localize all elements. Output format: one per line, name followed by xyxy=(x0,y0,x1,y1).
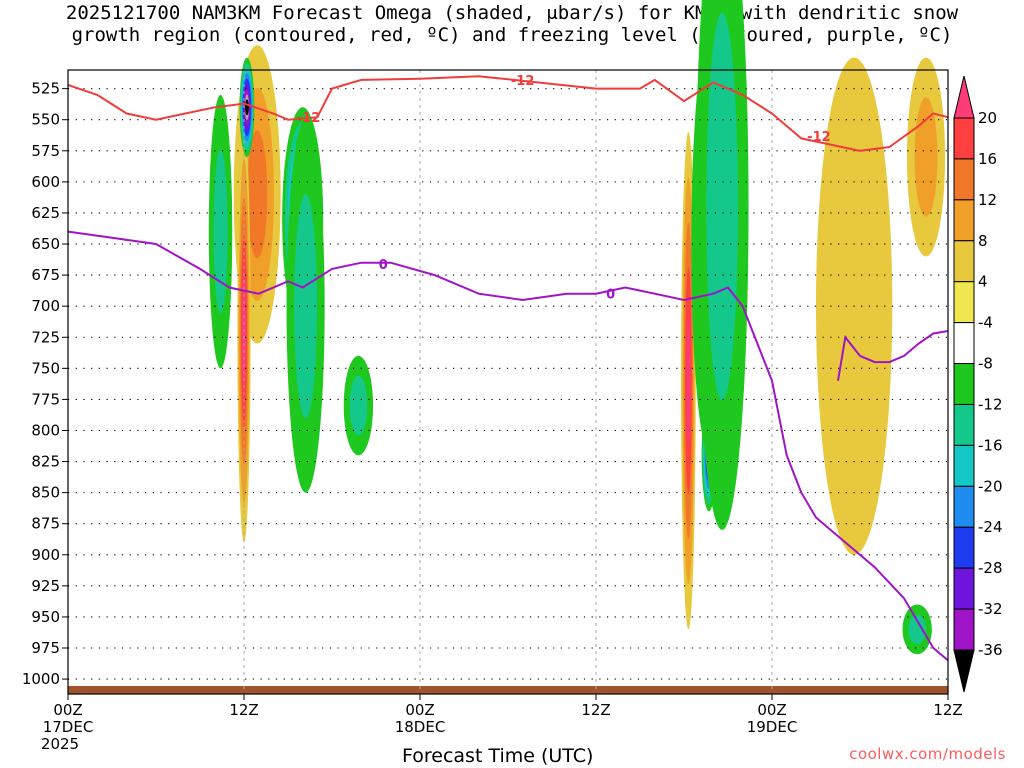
omega-blob-7-shell-1 xyxy=(349,375,368,436)
colorbar-band-2 xyxy=(953,199,975,242)
colorbar-bottom-arrow xyxy=(953,649,975,693)
colorbar-label-1: 16 xyxy=(978,150,997,168)
x-tick-label-2: 00Z xyxy=(405,701,434,719)
colorbar-band-4 xyxy=(953,281,975,324)
colorbar-band-9 xyxy=(953,485,975,528)
x-tick-label-0: 00Z xyxy=(53,701,82,719)
colorbar-label-3: 8 xyxy=(978,232,988,250)
colorbar-band-1 xyxy=(953,158,975,201)
y-tick-label-550: 550 xyxy=(31,111,60,129)
y-tick-label-800: 800 xyxy=(31,421,60,439)
x-tick-date-4: 19DEC xyxy=(747,718,798,736)
x-axis-label: Forecast Time (UTC) xyxy=(402,745,594,767)
colorbar-band-5 xyxy=(953,322,975,365)
colorbar: 20 16 12 8 4 -4 -8 -12 -16 -20 -24 -28 -32 -36 xyxy=(953,75,1003,693)
colorbar-band-10 xyxy=(953,526,975,569)
x-tick-year-0: 2025 xyxy=(41,735,79,753)
freezing-level-contour-line xyxy=(67,230,949,662)
plot-area xyxy=(68,0,948,694)
credit-text: coolwx.com/models xyxy=(849,745,1006,763)
y-tick-label-575: 575 xyxy=(31,142,60,160)
x-tick-date-0: 17DEC xyxy=(43,718,94,736)
colorbar-label-12: -32 xyxy=(978,600,1003,618)
colorbar-label-10: -24 xyxy=(978,518,1003,536)
colorbar-label-11: -28 xyxy=(978,559,1003,577)
colorbar-band-8 xyxy=(953,444,975,487)
dgz-contour-line xyxy=(67,75,949,152)
colorbar-band-12 xyxy=(953,608,975,651)
y-tick-label-650: 650 xyxy=(31,235,60,253)
y-tick-label-925: 925 xyxy=(31,577,60,595)
dgz-label-1: -12 xyxy=(511,74,535,89)
colorbar-label-6: -8 xyxy=(978,355,993,373)
omega-blob-2-shell-8 xyxy=(244,99,249,116)
colorbar-band-3 xyxy=(953,240,975,283)
freezing-label-1: 0 xyxy=(379,258,388,273)
colorbar-band-11 xyxy=(953,567,975,610)
colorbar-top-arrow xyxy=(953,75,975,119)
colorbar-band-0 xyxy=(953,117,975,160)
y-tick-label-750: 750 xyxy=(31,359,60,377)
colorbar-label-13: -36 xyxy=(978,641,1003,659)
omega-blob-8-shell-4 xyxy=(686,312,691,449)
axes: 525 550 575 600 625 650 675 700 725 750 775 800 825 8… xyxy=(22,69,963,753)
x-tick-label-5: 12Z xyxy=(933,701,962,719)
y-tick-label-625: 625 xyxy=(31,204,60,222)
y-tick-label-900: 900 xyxy=(31,546,60,564)
y-tick-label-700: 700 xyxy=(31,297,60,315)
colorbar-label-0: 20 xyxy=(978,109,997,127)
colorbar-label-4: 4 xyxy=(978,273,988,291)
y-tick-label-1000: 1000 xyxy=(22,670,60,688)
ground-strip xyxy=(68,686,948,694)
x-tick-date-2: 18DEC xyxy=(395,718,446,736)
dgz-label-2: -12 xyxy=(297,111,321,126)
omega-blob-14-shell-1 xyxy=(908,614,926,645)
y-tick-label-725: 725 xyxy=(31,328,60,346)
colorbar-label-9: -20 xyxy=(978,477,1003,495)
colorbar-band-6 xyxy=(953,363,975,405)
freezing-label-2: 0 xyxy=(606,288,615,303)
y-tick-label-975: 975 xyxy=(31,639,60,657)
y-tick-label-950: 950 xyxy=(31,608,60,626)
dgz-label-3: -12 xyxy=(807,130,831,145)
x-tick-label-1: 12Z xyxy=(229,701,258,719)
x-tick-label-4: 00Z xyxy=(757,701,786,719)
colorbar-band-7 xyxy=(953,403,975,446)
plot-frame xyxy=(67,69,949,695)
omega-blob-6-shell-1 xyxy=(213,149,228,314)
colorbar-label-7: -12 xyxy=(978,395,1003,413)
y-tick-label-875: 875 xyxy=(31,515,60,533)
omega-blob-11-shell-1 xyxy=(706,12,738,401)
contour-lines: -12 -12 -12 0 0 xyxy=(67,74,949,662)
colorbar-label-8: -16 xyxy=(978,436,1003,454)
y-tick-label-850: 850 xyxy=(31,484,60,502)
colorbar-label-2: 12 xyxy=(978,191,997,209)
y-tick-label-825: 825 xyxy=(31,453,60,471)
y-tick-label-675: 675 xyxy=(31,266,60,284)
y-tick-label-775: 775 xyxy=(31,390,60,408)
colorbar-label-5: -4 xyxy=(978,314,993,332)
omega-blob-5-shell-1 xyxy=(294,194,318,419)
freezing-level-branch-line xyxy=(837,330,949,381)
y-tick-label-525: 525 xyxy=(31,80,60,98)
omega-blob-0-shell-2 xyxy=(247,130,268,259)
omega-blob-13-shell-1 xyxy=(914,97,938,217)
x-tick-label-3: 12Z xyxy=(581,701,610,719)
grid xyxy=(68,70,948,694)
y-tick-label-600: 600 xyxy=(31,173,60,191)
